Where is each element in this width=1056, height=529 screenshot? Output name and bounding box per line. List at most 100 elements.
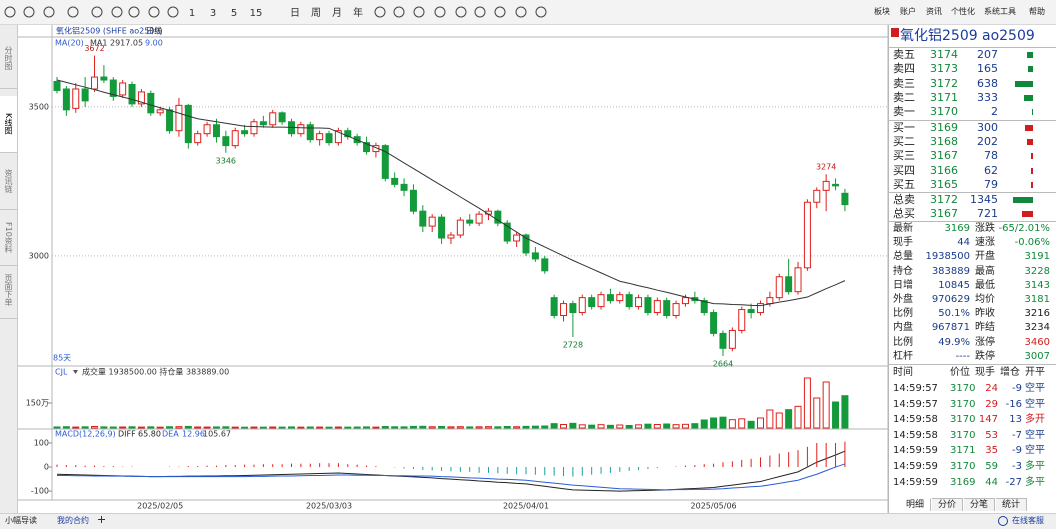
toolbar-icon[interactable] [111,6,123,18]
volume-bar [503,425,511,429]
stat-label: 日增 [893,279,913,291]
candle-body [278,112,286,123]
menu-item[interactable]: 帮助 [1029,7,1045,16]
volume-bar [372,426,380,429]
toolbar-icon[interactable] [167,6,179,18]
toolbar-icon[interactable] [413,6,425,18]
status-item[interactable]: 小幅导读 [5,516,37,525]
toolbar-icon[interactable] [128,6,140,18]
quote-icon [891,28,899,37]
candle-body [644,297,652,314]
indicator-extra: 9.00 [145,39,163,48]
volume-bar [447,426,455,429]
y-tick-label: 3000 [29,251,49,260]
menu-item[interactable]: 系统工具 [984,7,1016,16]
stat-label: 总量 [893,251,913,263]
sidebar-tab[interactable]: 页面下单 [0,262,17,319]
status-item[interactable]: 我的合约 [57,516,89,525]
volume-bar [72,426,80,429]
toolbar-icon[interactable] [43,6,55,18]
volume-bar [62,426,70,429]
book-label: 卖五 [893,48,915,61]
trade-cell: 29 [985,398,998,410]
period-button[interactable]: 日 [290,8,300,19]
indicator-name: MA(20) [55,39,84,48]
book-label: 买三 [893,149,915,163]
candle-body [231,130,239,147]
stat-label: 开盘 [975,251,995,263]
volume-bar [625,425,633,429]
panel-tab[interactable]: 分笔 [964,498,995,511]
volume-bar [606,424,614,429]
candle-body [306,124,314,141]
candle-body [803,201,811,269]
panel-title: MACD(12,26,9) [55,430,116,439]
toolbar-icon[interactable] [434,6,446,18]
candle-body [428,216,436,227]
candle-body [447,234,455,239]
candle-body [269,112,277,126]
volume-bar [137,426,145,429]
book-bar [1031,167,1033,174]
toolbar-icon[interactable] [91,6,103,18]
add-button[interactable] [101,516,102,523]
stat-label: 涨停 [975,336,995,348]
menu-item[interactable]: 资讯 [926,7,942,16]
toolbar-icon[interactable] [535,6,547,18]
sidebar-tab[interactable]: 分时图 [0,28,17,89]
book-label: 买五 [893,177,915,191]
ma-line [56,79,846,307]
trades-header: 开平 [1025,367,1045,378]
period-button[interactable]: 周 [311,7,321,19]
toolbar-icon[interactable] [455,6,467,18]
sidebar-tab[interactable]: F10资料 [0,209,17,266]
candle-body [728,329,736,349]
volume-bar [531,425,539,429]
volume-bar [813,397,821,429]
toolbar-icon[interactable] [393,6,405,18]
period-button[interactable]: 1 [189,8,195,19]
sidebar-tab[interactable]: K线图 [0,96,17,153]
panel-tab[interactable]: 统计 [996,498,1027,511]
stat-label: 速涨 [975,237,995,249]
volume-bar [278,426,286,429]
panel-tab[interactable]: 明细 [900,498,931,511]
stat-value: 967871 [931,322,970,334]
menu-item[interactable]: 账户 [900,7,916,16]
toolbar-icon[interactable] [148,6,160,18]
period-button[interactable]: 年 [353,6,363,19]
book-bar [1013,197,1033,203]
support-link[interactable]: 在线客服 [1012,516,1044,525]
candle-body [166,109,174,132]
trade-cell: 14:59:57 [893,398,938,410]
support-icon[interactable] [998,516,1008,526]
menu-item[interactable]: 板块 [874,7,890,16]
toolbar-icon[interactable] [494,6,506,18]
volume-bar [419,425,427,429]
period-button[interactable]: 月 [332,7,342,19]
menu-item[interactable]: 个性化 [951,7,975,16]
sidebar-tab[interactable]: 资讯链 [0,153,17,210]
volume-bar [297,426,305,429]
period-button[interactable]: 15 [250,8,263,19]
period-button[interactable]: 5 [231,8,237,19]
volume-bar [635,424,643,429]
toolbar-icon[interactable] [515,6,527,18]
volume-bar [166,426,174,429]
legend-name: DIFF [118,430,136,439]
x-tick-label: 2025/04/01 [503,502,549,511]
book-label: 买一 [893,121,915,134]
volume-bar [785,409,793,429]
stat-value: 3216 [1024,308,1050,320]
volume-bar [475,426,483,429]
period-button[interactable]: 3 [210,8,216,19]
toolbar-icon[interactable] [474,6,486,18]
panel-tab[interactable]: 分价 [932,498,963,511]
stat-value: 3234 [1024,322,1050,334]
toolbar-icon[interactable] [67,6,79,18]
toolbar-icon[interactable] [374,6,386,18]
candle-body [738,309,746,331]
toolbar-icon[interactable] [23,6,35,18]
candle-body [832,183,840,187]
toolbar-icon[interactable] [4,6,16,18]
